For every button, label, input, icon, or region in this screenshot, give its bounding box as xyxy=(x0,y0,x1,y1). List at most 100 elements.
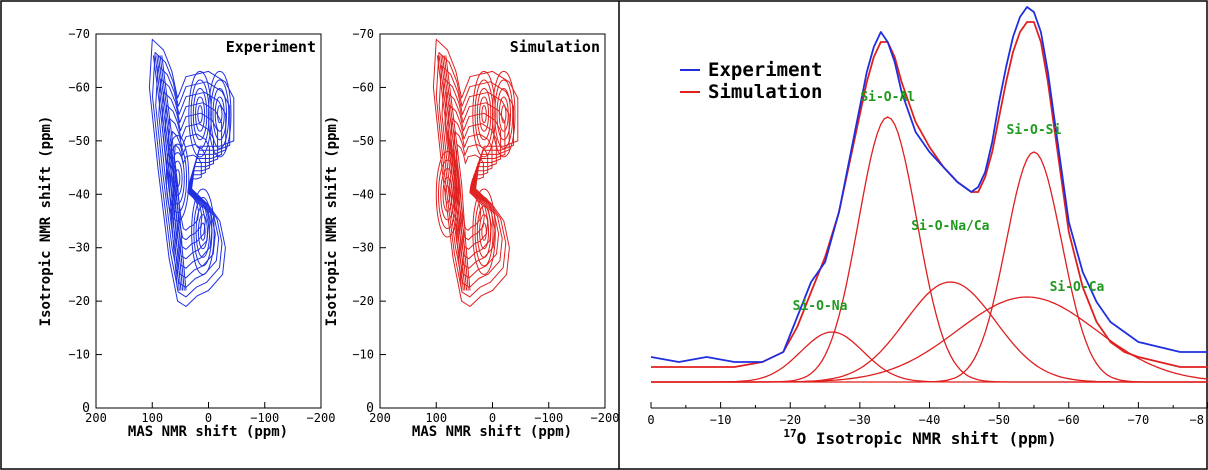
experiment-x-ticks: 200 100 0 −100 −200 xyxy=(85,402,335,425)
component-label: Si-O-Si xyxy=(1007,123,1062,138)
p1-peak-contour xyxy=(197,214,208,250)
p2-contour-level xyxy=(435,52,514,298)
p1-ridge-contour xyxy=(161,55,187,291)
spectrum-panel: 0 −10 −20 −30 −40 −50 −60 −70 −8 Si-O-NaSi-O-AlS… xyxy=(647,6,1208,448)
spectrum-x-tick-label: −10 xyxy=(710,413,732,427)
p2-x-tick-label: 0 xyxy=(489,411,496,425)
experiment-y-axis-title: Isotropic NMR shift (ppm) xyxy=(38,116,54,327)
p1-y-tick-label: −60 xyxy=(68,80,90,94)
series-line-experiment xyxy=(650,6,1208,363)
p2-peak-contour xyxy=(438,159,457,229)
simulation-contours xyxy=(432,38,519,307)
p2-ridge-contour xyxy=(440,55,466,291)
p1-peak-contour xyxy=(208,70,232,158)
spectrum-x-axis-label: O Isotropic NMR shift (ppm) xyxy=(797,429,1057,448)
p1-x-tick-label: 200 xyxy=(85,411,107,425)
spectrum-x-tick-label: −40 xyxy=(919,413,941,427)
p1-peak-contour xyxy=(210,79,230,149)
component-label: Si-O-Na xyxy=(793,299,848,314)
experiment-panel-label: Experiment xyxy=(226,38,316,56)
component-curves xyxy=(651,116,1208,383)
p1-peak-contour xyxy=(197,105,203,124)
experiment-x-axis-title: MAS NMR shift (ppm) xyxy=(128,424,288,440)
p1-peak-contour xyxy=(188,70,212,158)
p2-peak-contour xyxy=(442,176,453,212)
legend-experiment-label: Experiment xyxy=(708,59,822,81)
isotope-superscript: 17 xyxy=(783,427,796,440)
p2-ridge-contour xyxy=(441,55,468,291)
simulation-x-ticks: 200 100 0 −100 −200 xyxy=(369,402,619,425)
spectrum-x-tick-label: −8 xyxy=(1190,413,1204,427)
p2-peak-contour xyxy=(496,87,511,141)
p1-peak-contour xyxy=(191,188,215,275)
p1-y-tick-label: −20 xyxy=(68,294,90,308)
p1-x-tick-label: −100 xyxy=(250,411,279,425)
p2-peak-contour xyxy=(472,70,496,158)
component-labels: Si-O-Na Si-O-Al Si-O-Na/Ca Si-O-Si Si-O-Ca xyxy=(793,90,1105,314)
p1-ridge-contour xyxy=(159,55,185,291)
simulation-panel-label: Simulation xyxy=(510,38,600,56)
p1-peak-contour xyxy=(200,222,206,241)
p2-contour-level xyxy=(444,91,502,269)
p1-peak-contour xyxy=(190,79,210,149)
p2-peak-contour xyxy=(481,105,487,124)
p1-y-tick-label: −70 xyxy=(68,27,90,41)
p1-y-tick-label: −30 xyxy=(68,241,90,255)
p2-peak-contour xyxy=(494,79,514,149)
p1-ridge-contour xyxy=(157,55,184,291)
component-curve xyxy=(651,331,1208,383)
p2-x-tick-label: 100 xyxy=(425,411,447,425)
p2-peak-contour xyxy=(501,105,507,124)
p2-x-tick-label: 200 xyxy=(369,411,391,425)
component-label: Si-O-Al xyxy=(860,90,915,105)
p1-peak-contour xyxy=(195,205,211,258)
component-curve xyxy=(651,151,1208,383)
p1-x-tick-label: 100 xyxy=(141,411,163,425)
p2-peak-contour xyxy=(474,196,494,267)
p2-peak-contour xyxy=(472,188,496,275)
p2-peak-contour xyxy=(474,79,494,149)
p2-ridge-contour xyxy=(436,55,463,291)
p1-ridge-contour xyxy=(154,55,180,291)
p2-ridge-contour xyxy=(438,55,464,291)
p1-y-tick-label: −10 xyxy=(68,348,90,362)
p1-ridge-contour xyxy=(156,55,182,291)
p2-y-tick-label: −20 xyxy=(352,294,374,308)
spectrum-x-tick-label: −20 xyxy=(779,413,801,427)
p2-y-tick-label: −40 xyxy=(352,187,374,201)
spectrum-x-tick-label: −70 xyxy=(1128,413,1150,427)
p2-y-tick-label: −60 xyxy=(352,80,374,94)
p2-y-tick-label: −30 xyxy=(352,241,374,255)
spectrum-x-tick-label: −30 xyxy=(849,413,871,427)
legend: Experiment Simulation xyxy=(680,59,822,103)
experiment-contours xyxy=(148,38,235,307)
experiment-y-ticks: 0 −10 −20 −30 −40 −50 −60 −70 xyxy=(68,27,102,416)
p2-contour-level xyxy=(432,38,519,307)
simulation-contour-panel: Simulation 0 −10 −20 −30 −40 −50 −60 −70 200 100… xyxy=(324,27,619,440)
spectrum-x-ticks: 0 −10 −20 −30 −40 −50 −60 −70 −8 xyxy=(647,402,1208,427)
component-curve xyxy=(651,116,1208,383)
p1-peak-contour xyxy=(212,87,227,141)
p2-y-tick-label: 0 xyxy=(366,401,374,416)
spectrum-x-axis-title: 17O Isotropic NMR shift (ppm) xyxy=(783,427,1056,448)
p2-peak-contour xyxy=(481,222,487,241)
p2-y-tick-label: −70 xyxy=(352,27,374,41)
p1-peak-contour xyxy=(195,96,206,132)
spectrum-x-tick-label: 0 xyxy=(647,413,654,427)
component-label: Si-O-Na/Ca xyxy=(911,219,989,234)
p1-y-tick-label: 0 xyxy=(82,401,90,416)
p2-ridge-contour xyxy=(443,55,469,291)
p1-peak-contour xyxy=(193,196,213,267)
p2-peak-contour xyxy=(492,70,516,158)
p1-x-tick-label: −200 xyxy=(307,411,336,425)
p2-peak-contour xyxy=(444,185,451,204)
p2-peak-contour xyxy=(476,205,492,258)
legend-simulation-label: Simulation xyxy=(708,81,822,103)
p1-peak-contour xyxy=(217,105,223,124)
p1-peak-contour xyxy=(165,135,190,222)
p1-peak-contour xyxy=(214,96,225,132)
p1-x-tick-label: 0 xyxy=(205,411,212,425)
series-line-simulation xyxy=(651,21,1208,368)
p1-ridge-contour xyxy=(152,55,179,291)
